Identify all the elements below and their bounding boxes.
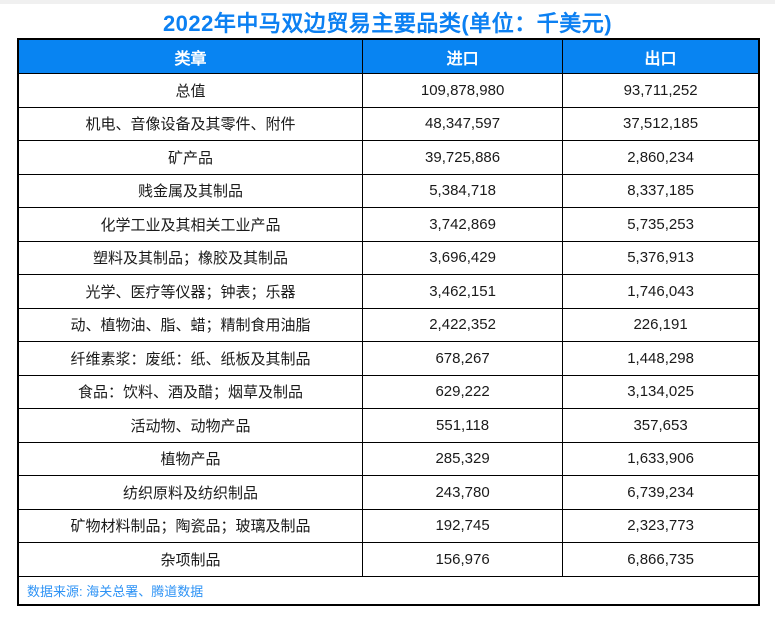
- table-row: 纺织原料及纺织制品 243,780 6,739,234: [17, 475, 760, 510]
- import-value-cell: 156,976: [362, 542, 564, 577]
- export-value-cell: 5,735,253: [562, 207, 760, 242]
- export-value-cell: 93,711,252: [562, 73, 760, 108]
- import-value-cell: 109,878,980: [362, 73, 564, 108]
- import-value-cell: 3,462,151: [362, 274, 564, 309]
- category-cell: 植物产品: [17, 441, 364, 476]
- table-row: 活动物、动物产品 551,118 357,653: [17, 408, 760, 443]
- category-cell: 贱金属及其制品: [17, 173, 364, 208]
- category-cell: 杂项制品: [17, 542, 364, 577]
- export-value-cell: 6,866,735: [562, 542, 760, 577]
- import-value-cell: 285,329: [362, 441, 564, 476]
- export-value-cell: 5,376,913: [562, 240, 760, 275]
- page-title: 2022年中马双边贸易主要品类(单位：千美元): [162, 11, 613, 36]
- column-header-export: 出口: [562, 38, 760, 74]
- category-cell: 食品：饮料、酒及醋；烟草及制品: [17, 374, 364, 409]
- import-value-cell: 629,222: [362, 374, 564, 409]
- table-row: 纤维素浆：废纸：纸、纸板及其制品 678,267 1,448,298: [17, 341, 760, 376]
- export-value-cell: 1,746,043: [562, 274, 760, 309]
- import-value-cell: 192,745: [362, 508, 564, 543]
- top-border-strip: [0, 0, 775, 4]
- import-value-cell: 48,347,597: [362, 106, 564, 141]
- trade-table: 类章 进口 出口 总值 109,878,980 93,711,252 机电、音像设备及…: [17, 38, 760, 606]
- export-value-cell: 3,134,025: [562, 374, 760, 409]
- table-row: 化学工业及其相关工业产品 3,742,869 5,735,253: [17, 207, 760, 242]
- export-value-cell: 6,739,234: [562, 475, 760, 510]
- category-cell: 光学、医疗等仪器；钟表；乐器: [17, 274, 364, 309]
- export-value-cell: 2,860,234: [562, 140, 760, 175]
- table-row: 植物产品 285,329 1,633,906: [17, 441, 760, 476]
- export-value-cell: 37,512,185: [562, 106, 760, 141]
- category-cell: 总值: [17, 73, 364, 108]
- table-row: 机电、音像设备及其零件、附件 48,347,597 37,512,185: [17, 106, 760, 141]
- table-row: 食品：饮料、酒及醋；烟草及制品 629,222 3,134,025: [17, 374, 760, 409]
- export-value-cell: 226,191: [562, 307, 760, 342]
- import-value-cell: 3,696,429: [362, 240, 564, 275]
- export-value-cell: 1,448,298: [562, 341, 760, 376]
- category-cell: 塑料及其制品；橡胶及其制品: [17, 240, 364, 275]
- table-row: 光学、医疗等仪器；钟表；乐器 3,462,151 1,746,043: [17, 274, 760, 309]
- export-value-cell: 1,633,906: [562, 441, 760, 476]
- table-row: 动、植物油、脂、蜡；精制食用油脂 2,422,352 226,191: [17, 307, 760, 342]
- table-row: 总值 109,878,980 93,711,252: [17, 73, 760, 108]
- table-row: 杂项制品 156,976 6,866,735: [17, 542, 760, 577]
- export-value-cell: 357,653: [562, 408, 760, 443]
- export-value-cell: 2,323,773: [562, 508, 760, 543]
- table-header-row: 类章 进口 出口: [17, 38, 760, 74]
- table-body: 总值 109,878,980 93,711,252 机电、音像设备及其零件、附件 48,…: [17, 73, 760, 577]
- export-value-cell: 8,337,185: [562, 173, 760, 208]
- import-value-cell: 3,742,869: [362, 207, 564, 242]
- import-value-cell: 5,384,718: [362, 173, 564, 208]
- import-value-cell: 2,422,352: [362, 307, 564, 342]
- table-row: 塑料及其制品；橡胶及其制品 3,696,429 5,376,913: [17, 240, 760, 275]
- category-cell: 机电、音像设备及其零件、附件: [17, 106, 364, 141]
- column-header-import: 进口: [362, 38, 564, 74]
- import-value-cell: 551,118: [362, 408, 564, 443]
- table-row: 贱金属及其制品 5,384,718 8,337,185: [17, 173, 760, 208]
- category-cell: 化学工业及其相关工业产品: [17, 207, 364, 242]
- category-cell: 动、植物油、脂、蜡；精制食用油脂: [17, 307, 364, 342]
- source-row: 数据来源: 海关总署、腾道数据: [17, 575, 760, 605]
- category-cell: 纤维素浆：废纸：纸、纸板及其制品: [17, 341, 364, 376]
- category-cell: 矿物材料制品；陶瓷品；玻璃及制品: [17, 508, 364, 543]
- column-header-category: 类章: [17, 38, 364, 74]
- import-value-cell: 39,725,886: [362, 140, 564, 175]
- table-row: 矿物材料制品；陶瓷品；玻璃及制品 192,745 2,323,773: [17, 508, 760, 543]
- category-cell: 矿产品: [17, 140, 364, 175]
- table-row: 矿产品 39,725,886 2,860,234: [17, 140, 760, 175]
- data-source-note: 数据来源: 海关总署、腾道数据: [17, 575, 760, 605]
- category-cell: 活动物、动物产品: [17, 408, 364, 443]
- category-cell: 纺织原料及纺织制品: [17, 475, 364, 510]
- import-value-cell: 243,780: [362, 475, 564, 510]
- import-value-cell: 678,267: [362, 341, 564, 376]
